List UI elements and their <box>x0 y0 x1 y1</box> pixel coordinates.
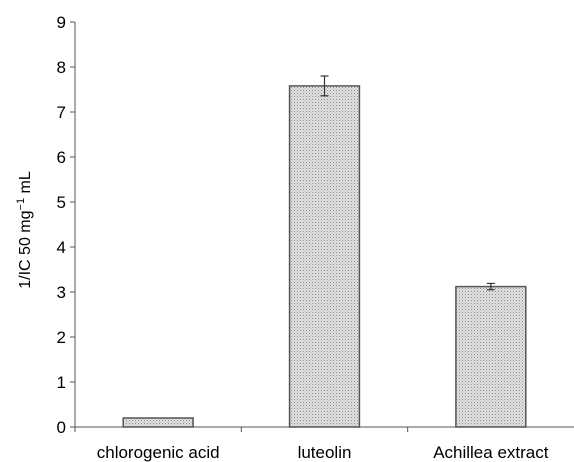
y-tick-label: 0 <box>57 418 66 437</box>
bar-achillea-extract <box>455 285 527 428</box>
y-tick-label: 8 <box>57 58 66 77</box>
category-labels: chlorogenic acid luteolin Achillea extract <box>97 443 549 462</box>
y-axis-label: 1/IC 50 mg−1 mL <box>15 171 34 289</box>
y-tick-label: 9 <box>57 13 66 32</box>
category-label: luteolin <box>298 443 352 462</box>
y-tick-label: 5 <box>57 193 66 212</box>
y-tick-label: 1 <box>57 373 66 392</box>
y-tick-label: 7 <box>57 103 66 122</box>
error-bar <box>486 282 495 291</box>
y-tick-label: 4 <box>57 238 66 257</box>
category-label: Achillea extract <box>433 443 549 462</box>
error-bars <box>320 75 495 291</box>
error-bar <box>320 75 329 97</box>
category-label: chlorogenic acid <box>97 443 220 462</box>
bars <box>122 85 527 428</box>
bar-luteolin <box>288 85 361 428</box>
y-tick-label: 3 <box>57 283 66 302</box>
bar-chlorogenic-acid <box>122 417 194 428</box>
y-tick-label: 6 <box>57 148 66 167</box>
y-axis-ticks: 0 1 2 3 4 5 6 7 8 9 <box>57 13 75 437</box>
y-tick-label: 2 <box>57 328 66 347</box>
x-axis-ticks <box>74 427 409 432</box>
